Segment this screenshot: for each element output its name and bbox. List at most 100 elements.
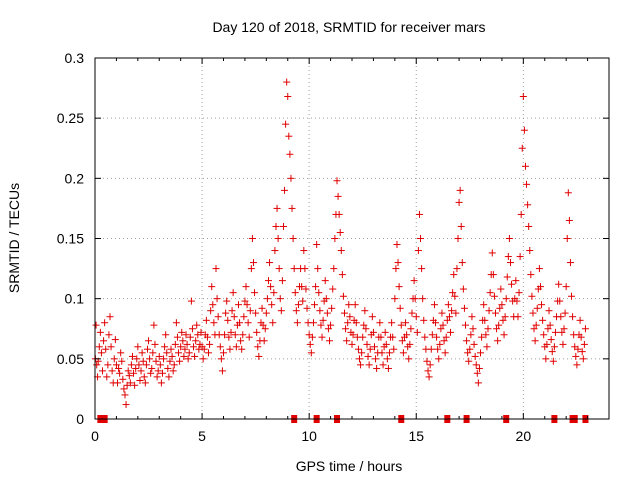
data-point: [452, 309, 460, 317]
data-point: [276, 295, 284, 303]
data-point: [539, 316, 547, 324]
y-tick-label: 0.15: [57, 231, 84, 247]
data-point: [282, 120, 290, 128]
data-point: [222, 309, 230, 317]
data-point: [523, 180, 531, 188]
data-point: [535, 265, 543, 273]
data-point: [379, 361, 387, 369]
data-point: [521, 162, 529, 170]
data-point: [519, 93, 527, 101]
data-point: [155, 352, 163, 360]
data-point: [143, 345, 151, 353]
data-point: [210, 319, 218, 327]
data-point: [373, 364, 381, 372]
data-point: [169, 367, 177, 375]
data-point: [403, 331, 411, 339]
data-point: [406, 340, 414, 348]
data-point: [369, 328, 377, 336]
data-point: [357, 361, 365, 369]
data-point: [564, 189, 572, 197]
data-point: [419, 295, 427, 303]
data-point: [562, 283, 570, 291]
data-point: [187, 297, 195, 305]
data-point: [167, 345, 175, 353]
data-point: [518, 144, 526, 152]
data-point: [472, 361, 480, 369]
y-axis-label: SRMTID / TECUs: [6, 183, 22, 293]
data-point: [288, 204, 296, 212]
data-point: [414, 247, 422, 255]
data-point: [251, 289, 259, 297]
data-point: [266, 259, 274, 267]
data-point: [193, 321, 201, 329]
data-point: [125, 372, 133, 380]
data-point: [323, 309, 331, 317]
data-point: [314, 265, 322, 273]
data-point: [395, 283, 403, 291]
data-point: [203, 333, 211, 341]
data-point: [506, 259, 514, 267]
data-point: [569, 313, 577, 321]
data-point: [162, 331, 170, 339]
data-point: [388, 319, 396, 327]
data-point: [341, 309, 349, 317]
data-point: [278, 277, 286, 285]
data-point: [175, 349, 183, 357]
data-point: [322, 295, 330, 303]
data-point: [131, 381, 139, 389]
data-point: [531, 337, 539, 345]
data-point: [299, 297, 307, 305]
data-point: [113, 379, 121, 387]
data-point: [536, 283, 544, 291]
x-tick-label: 15: [408, 428, 424, 444]
data-point: [445, 313, 453, 321]
data-point: [555, 280, 563, 288]
data-point: [255, 352, 263, 360]
data-point: [421, 333, 429, 341]
data-point: [173, 333, 181, 341]
data-point: [383, 355, 391, 363]
data-point: [319, 316, 327, 324]
data-point: [530, 325, 538, 333]
data-point: [441, 349, 449, 357]
data-point: [285, 132, 293, 140]
data-point: [217, 355, 225, 363]
data-point: [447, 328, 455, 336]
data-point: [311, 301, 319, 309]
data-point: [398, 337, 406, 345]
data-point: [434, 345, 442, 353]
data-point: [230, 313, 238, 321]
data-point: [339, 292, 347, 300]
data-point: [491, 309, 499, 317]
data-point: [549, 357, 557, 365]
data-point: [239, 331, 247, 339]
data-point: [405, 355, 413, 363]
x-tick-label: 20: [516, 428, 532, 444]
data-point: [312, 283, 320, 291]
data-point: [361, 307, 369, 315]
data-point: [453, 265, 461, 273]
data-point: [355, 355, 363, 363]
data-point: [458, 259, 466, 267]
data-point: [411, 295, 419, 303]
data-point: [309, 319, 317, 327]
data-point: [214, 313, 222, 321]
data-point: [206, 340, 214, 348]
data-point: [283, 78, 291, 86]
data-point: [229, 289, 237, 297]
data-point: [393, 241, 401, 249]
data-point: [202, 316, 210, 324]
data-point: [496, 304, 504, 312]
data-point: [273, 204, 281, 212]
data-point: [443, 316, 451, 324]
data-point: [303, 304, 311, 312]
data-point: [110, 355, 118, 363]
data-point: [176, 357, 184, 365]
data-point: [218, 367, 226, 375]
data-point: [450, 271, 458, 279]
data-point: [262, 309, 270, 317]
data-point: [172, 319, 180, 327]
data-point: [275, 265, 283, 273]
data-point: [543, 340, 551, 348]
